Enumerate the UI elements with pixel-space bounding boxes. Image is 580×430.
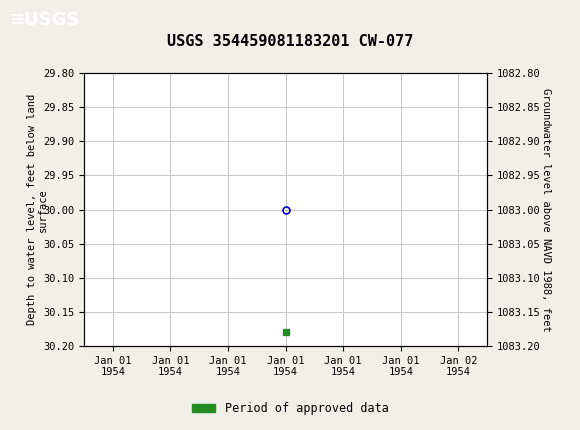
Text: ≡USGS: ≡USGS [9, 12, 79, 29]
Y-axis label: Depth to water level, feet below land
surface: Depth to water level, feet below land su… [27, 94, 48, 325]
Legend: Period of approved data: Period of approved data [187, 397, 393, 420]
Text: USGS 354459081183201 CW-077: USGS 354459081183201 CW-077 [167, 34, 413, 49]
Y-axis label: Groundwater level above NAVD 1988, feet: Groundwater level above NAVD 1988, feet [541, 88, 551, 332]
